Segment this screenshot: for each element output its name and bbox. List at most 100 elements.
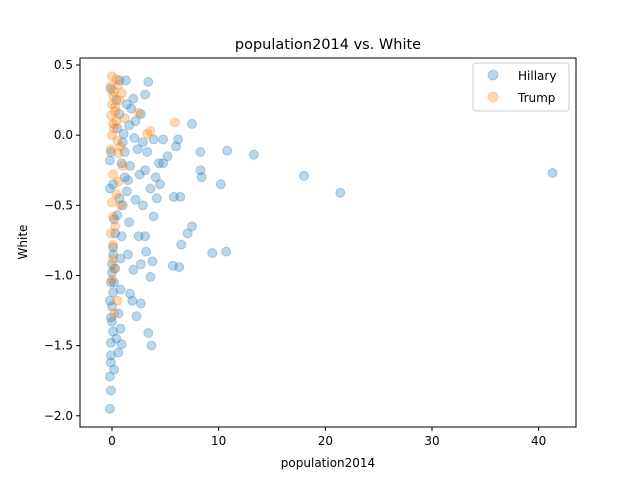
hillary-point [150, 172, 161, 183]
trump-point [105, 81, 116, 92]
x-axis-title: population2014 [281, 456, 375, 470]
legend-label-trump: Trump [517, 91, 555, 105]
hillary-point [107, 316, 117, 327]
trump-point [116, 88, 127, 99]
hillary-point [111, 95, 122, 106]
hillary-point [125, 161, 136, 171]
legend-marker-hillary [487, 69, 499, 81]
legend: Hillary Trump [472, 62, 570, 112]
hillary-point [158, 158, 169, 169]
hillary-point [107, 267, 117, 278]
hillary-point [187, 118, 197, 129]
hillary-point [105, 357, 116, 368]
x-tick-label: 40 [531, 434, 546, 448]
hillary-point [114, 109, 125, 120]
hillary-point [155, 179, 165, 190]
trump-point [108, 169, 119, 180]
trump-point [107, 99, 117, 110]
hillary-point [148, 211, 159, 222]
hillary-point [123, 249, 133, 260]
hillary-point [108, 179, 119, 190]
hillary-point [135, 109, 146, 120]
hillary-point [121, 99, 132, 110]
hillary-point [151, 193, 162, 204]
hillary-point [113, 347, 124, 358]
hillary-point [118, 128, 129, 139]
y-tick-label: 0.0 [54, 128, 73, 142]
hillary-point [158, 134, 169, 145]
trump-point [110, 106, 121, 117]
trump-point [107, 71, 117, 82]
hillary-point [105, 385, 116, 396]
hillary-point [142, 147, 153, 157]
hillary-point [108, 287, 119, 298]
hillary-point [143, 76, 154, 87]
hillary-point [123, 175, 133, 186]
hillary-point [140, 231, 151, 242]
hillary-point [137, 200, 148, 211]
hillary-point [104, 155, 115, 166]
trump-point [112, 135, 123, 146]
hillary-point [187, 221, 197, 232]
hillary-point [145, 271, 156, 282]
trump-point [133, 107, 144, 118]
hillary-point [121, 186, 132, 197]
trump-point [107, 197, 117, 208]
trump-point [112, 295, 123, 306]
trump-point [111, 74, 122, 84]
hillary-point [195, 147, 206, 157]
hillary-point [173, 134, 184, 145]
hillary-point [105, 83, 116, 94]
hillary-point [140, 89, 151, 100]
legend-marker-trump [487, 91, 499, 103]
hillary-point [215, 179, 226, 190]
hillary-point [109, 214, 120, 225]
hillary-point [127, 295, 138, 306]
hillary-point [107, 301, 117, 312]
hillary-point [171, 141, 181, 152]
hillary-point [109, 277, 120, 288]
hillary-point [131, 311, 142, 322]
hillary-point [176, 239, 187, 250]
hillary-point [116, 158, 127, 169]
trump-point [110, 102, 121, 113]
trump-point [115, 200, 126, 211]
trump-point [169, 117, 180, 128]
hillary-point [111, 333, 122, 344]
hillary-point [116, 231, 127, 242]
hillary-point [124, 120, 135, 131]
trump-point [107, 274, 117, 285]
hillary-point [115, 284, 126, 295]
y-axis-title: White [16, 225, 30, 260]
trump-point [110, 221, 121, 232]
hillary-point [130, 116, 141, 127]
hillary-point [105, 147, 116, 157]
y-tick-label: 0.5 [54, 58, 73, 72]
hillary-point [108, 326, 119, 337]
x-tick-label: 30 [424, 434, 439, 448]
hillary-point [128, 93, 139, 104]
hillary-point [134, 169, 145, 180]
hillary-point [146, 340, 157, 351]
hillary-point [140, 165, 151, 176]
hillary-point [105, 350, 116, 361]
hillary-point [174, 262, 185, 273]
hillary-point [110, 228, 121, 239]
hillary-point [153, 158, 164, 169]
trump-point [117, 161, 128, 171]
hillary-point [115, 253, 126, 264]
hillary-point [104, 371, 115, 382]
trump-point [142, 128, 153, 139]
hillary-point [147, 256, 158, 267]
hillary-point [148, 134, 159, 145]
hillary-point [107, 259, 117, 270]
hillary-point [112, 210, 123, 221]
hillary-point [547, 168, 558, 178]
trump-point [111, 116, 122, 127]
hillary-point [117, 200, 128, 211]
y-tick-label: −1.5 [44, 339, 73, 353]
legend-box [472, 62, 570, 112]
trump-point [111, 189, 122, 200]
hillary-point [114, 75, 125, 86]
legend-label-hillary: Hillary [518, 69, 556, 83]
